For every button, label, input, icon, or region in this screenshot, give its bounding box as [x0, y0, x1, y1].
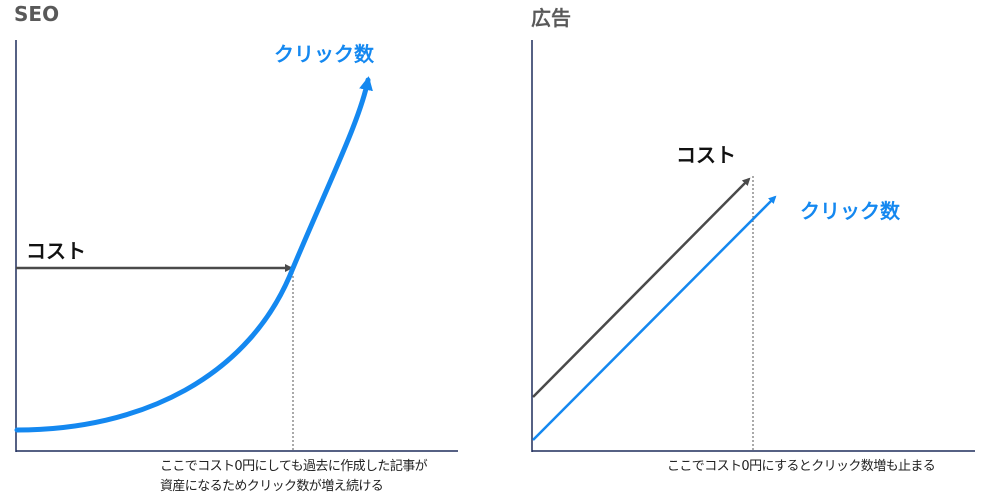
- seo-annotation-line: 資産になるためクリック数が増え続ける: [160, 479, 384, 494]
- seo-clicks-curve: [14, 76, 373, 433]
- seo-panel-title: SEO: [14, 2, 60, 26]
- ads-cost-label: コスト: [676, 143, 736, 167]
- ads-clicks-label: クリック数: [800, 199, 901, 223]
- ads-clicks-arrow: [532, 195, 777, 441]
- ads-panel-title: 広告: [531, 6, 571, 30]
- seo-panel: コスト クリック数: [14, 40, 458, 452]
- seo-clicks-label: クリック数: [274, 42, 375, 66]
- seo-annotation-line: ここでコスト0円にしても過去に作成した記事が: [160, 459, 428, 474]
- ads-annotation: ここでコスト0円にするとクリック数増も止まる: [667, 457, 936, 477]
- ads-panel: コスト クリック数: [531, 40, 975, 452]
- seo-cost-label: コスト: [26, 239, 86, 263]
- ads-cost-arrow: [532, 177, 751, 398]
- ads-annotation-line: ここでコスト0円にするとクリック数増も止まる: [667, 459, 936, 474]
- seo-annotation: ここでコスト0円にしても過去に作成した記事が 資産になるためクリック数が増え続け…: [160, 457, 428, 497]
